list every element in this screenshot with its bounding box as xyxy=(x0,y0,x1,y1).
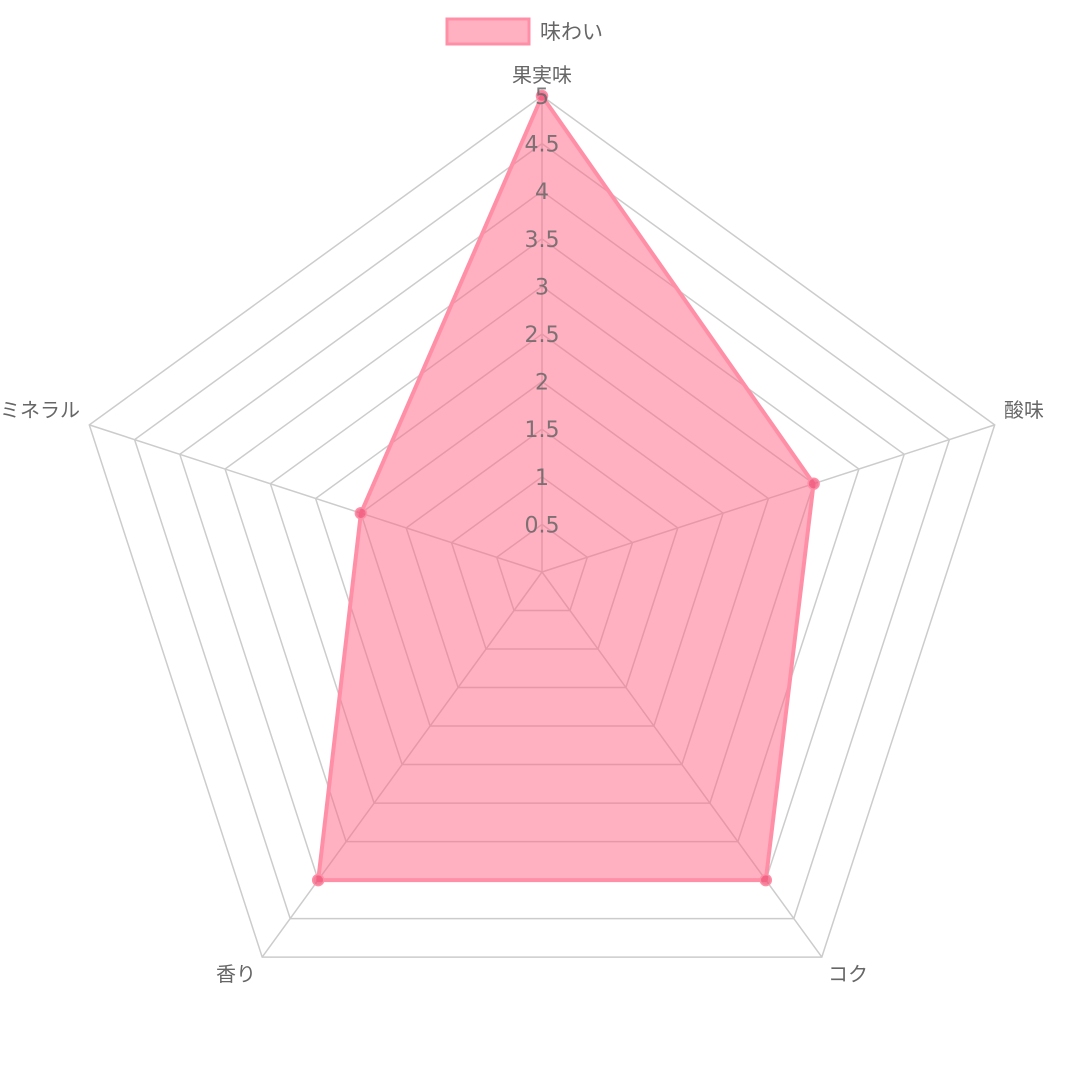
tick-label: 4.5 xyxy=(525,133,560,158)
tick-label: 3 xyxy=(535,275,549,300)
category-label: コク xyxy=(828,962,868,986)
data-point xyxy=(759,873,773,887)
tick-label: 4 xyxy=(535,180,549,205)
tick-label: 1.5 xyxy=(525,418,560,443)
tick-label: 1 xyxy=(535,466,549,491)
tick-label: 2 xyxy=(535,371,549,396)
grid-ring xyxy=(133,142,951,920)
tick-label: 2.5 xyxy=(525,323,560,348)
category-label: 酸味 xyxy=(1004,398,1044,422)
legend-label: 味わい xyxy=(540,20,603,44)
category-label: 果実味 xyxy=(512,63,572,87)
tick-label: 0.5 xyxy=(525,513,560,538)
grid-ring xyxy=(88,95,996,958)
tick-label: 5 xyxy=(535,85,549,110)
data-point xyxy=(354,506,368,520)
data-point xyxy=(311,873,325,887)
category-label: 香り xyxy=(216,962,256,986)
tick-labels: 0.5 1 1.5 2 2.5 3 3.5 4 4.5 5 xyxy=(525,85,560,538)
legend[interactable]: 味わい xyxy=(445,17,603,46)
data-layer xyxy=(311,89,820,887)
data-point xyxy=(535,89,549,103)
series-area xyxy=(316,94,816,883)
legend-swatch xyxy=(445,17,531,46)
data-point xyxy=(807,477,820,490)
category-label: ミネラル xyxy=(0,398,80,422)
tick-label: 3.5 xyxy=(525,228,560,253)
